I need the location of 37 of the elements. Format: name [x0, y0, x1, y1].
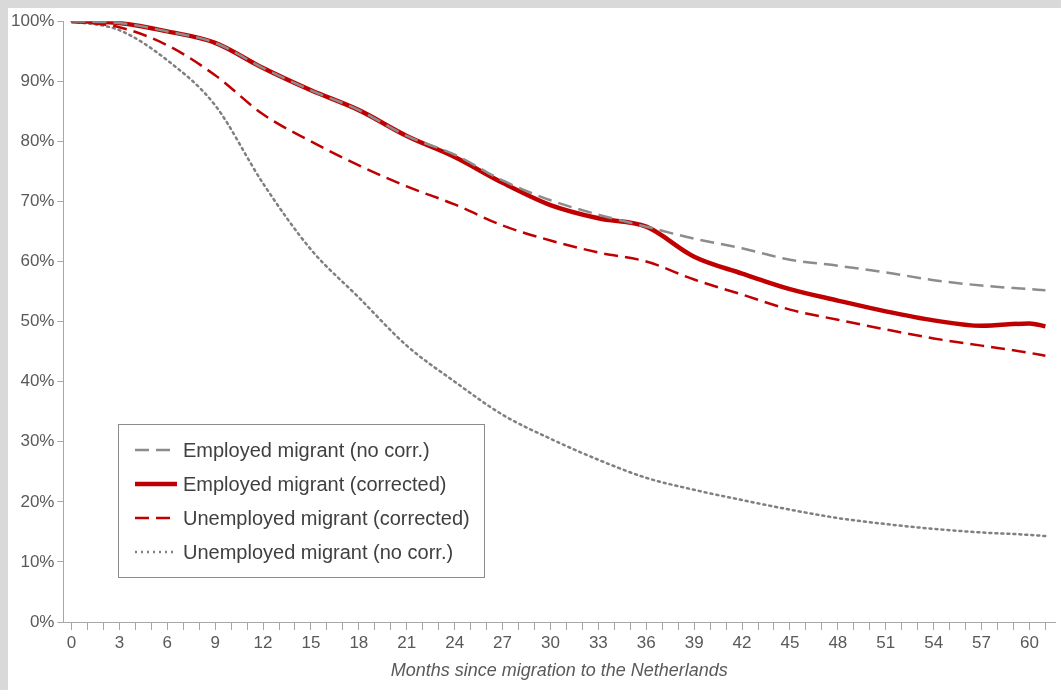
legend-label: Employed migrant (corrected) [183, 472, 447, 496]
x-tick-label: 45 [780, 632, 800, 652]
x-tick-label: 36 [636, 632, 656, 652]
legend-label: Employed migrant (no corr.) [183, 438, 430, 462]
x-tick-label: 60 [1019, 632, 1039, 652]
x-tick-label: 42 [732, 632, 752, 652]
x-tick-label: 9 [210, 632, 220, 652]
x-tick-label: 3 [114, 632, 125, 652]
y-tick-label: 0% [29, 611, 55, 631]
y-tick-label: 40% [20, 371, 55, 391]
x-tick-label: 54 [924, 632, 944, 652]
x-tick-label: 30 [541, 632, 560, 652]
legend-label: Unemployed migrant (no corr.) [183, 540, 454, 564]
y-tick-label: 80% [20, 131, 55, 151]
x-tick-label: 21 [397, 632, 417, 652]
y-tick-label: 10% [20, 551, 55, 571]
x-tick-label: 51 [876, 632, 896, 652]
x-tick-label: 6 [162, 632, 172, 652]
y-tick-label: 20% [20, 491, 55, 511]
x-tick-label: 15 [301, 632, 321, 652]
x-tick-label: 24 [445, 632, 465, 652]
x-tick-label: 48 [828, 632, 848, 652]
x-tick-label: 27 [493, 632, 513, 652]
x-tick-label: 18 [349, 632, 369, 652]
x-tick-label: 39 [684, 632, 704, 652]
y-tick-label: 30% [20, 431, 55, 451]
y-tick-label: 90% [20, 70, 55, 90]
y-tick-label: 70% [20, 191, 55, 211]
x-tick-label: 33 [588, 632, 608, 652]
x-axis-title: Months since migration to the Netherlands [390, 660, 728, 681]
x-tick-label: 57 [972, 632, 992, 652]
y-tick-label: 50% [20, 311, 55, 331]
legend-label: Unemployed migrant (corrected) [183, 506, 470, 530]
x-tick-label: 12 [253, 632, 273, 652]
y-tick-label: 60% [20, 251, 55, 271]
y-tick-label: 100% [11, 10, 55, 30]
x-tick-label: 0 [66, 632, 77, 652]
